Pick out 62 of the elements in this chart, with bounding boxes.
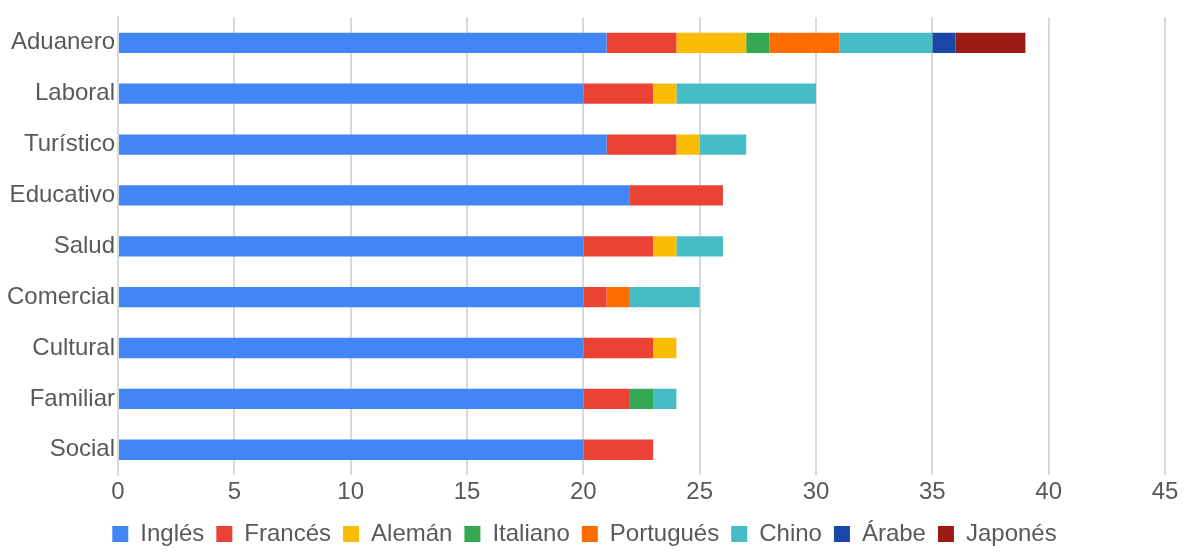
bar (583, 236, 654, 257)
bar (119, 439, 584, 460)
bar (606, 286, 630, 308)
legend-label: Árabe (861, 518, 926, 546)
bar (119, 32, 607, 54)
legend-label: Chino (759, 518, 822, 546)
y-tick-label: Salud (53, 230, 116, 258)
bar (746, 32, 770, 54)
y-tick-label: Familiar (29, 383, 116, 411)
bar (119, 236, 584, 257)
bar (676, 236, 723, 257)
bar (583, 388, 630, 410)
y-tick-label: Educativo (9, 180, 116, 208)
bar (119, 388, 584, 410)
legend-label: Inglés (140, 518, 205, 546)
y-tick-label: Turístico (23, 129, 116, 157)
bar (699, 134, 747, 155)
bar (653, 236, 677, 257)
x-tick-label: 20 (569, 477, 597, 505)
bar (606, 134, 677, 155)
bar (583, 286, 607, 308)
bar (119, 134, 607, 155)
x-tick-label: 15 (453, 477, 481, 505)
bar (769, 32, 840, 54)
legend-label: Italiano (492, 518, 570, 546)
bar (839, 32, 933, 54)
bar (932, 32, 956, 54)
bar (629, 185, 723, 206)
x-tick-label: 40 (1035, 477, 1063, 505)
x-tick-label: 25 (686, 477, 714, 505)
bar (606, 32, 677, 54)
bar (955, 32, 1026, 54)
bar (676, 134, 700, 155)
bar (119, 337, 584, 359)
bar (583, 337, 654, 359)
x-tick-label: 10 (337, 477, 365, 505)
legend-label: Alemán (371, 518, 453, 546)
bar (629, 286, 700, 308)
bar (583, 439, 654, 460)
x-tick-label: 0 (111, 477, 125, 505)
y-tick-label: Laboral (34, 78, 116, 106)
y-tick-label: Aduanero (10, 27, 116, 55)
bar (653, 83, 677, 104)
bar (119, 185, 630, 206)
y-tick-label: Comercial (6, 281, 116, 309)
bar (119, 286, 584, 308)
legend-label: Francés (244, 518, 332, 546)
x-tick-label: 45 (1151, 477, 1179, 505)
bar (676, 83, 817, 104)
bar (676, 32, 747, 54)
x-tick-label: 30 (802, 477, 830, 505)
legend-label: Portugués (609, 518, 720, 546)
y-tick-label: Social (49, 434, 116, 462)
legend-label: Japonés (965, 518, 1057, 546)
y-tick-label: Cultural (32, 332, 116, 360)
bar (119, 83, 584, 104)
x-tick-label: 35 (918, 477, 946, 505)
bar (653, 388, 677, 410)
bar (629, 388, 654, 410)
x-tick-label: 5 (227, 477, 242, 505)
bar (583, 83, 654, 104)
bar (653, 337, 677, 359)
